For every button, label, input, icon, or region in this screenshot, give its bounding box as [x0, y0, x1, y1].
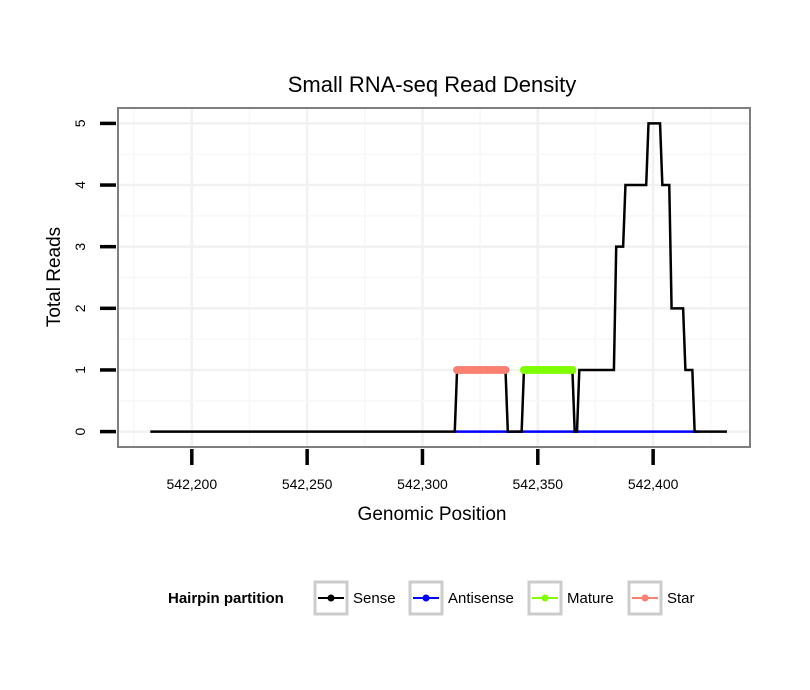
legend-label: Antisense	[448, 590, 514, 607]
chart-title: Small RNA-seq Read Density	[288, 72, 577, 97]
y-tick-label: 1	[72, 366, 88, 374]
y-tick-label: 4	[72, 181, 88, 189]
legend-item-mature: Mature	[527, 580, 614, 616]
series-star-point	[501, 365, 510, 374]
legend-entries: Sense Antisense Mature Star	[313, 580, 695, 616]
legend-label: Sense	[353, 590, 396, 607]
legend: Hairpin partition Sense Antisense Mature St…	[168, 580, 695, 616]
x-tick-label: 542,400	[628, 476, 679, 492]
x-axis: 542,200 542,250 542,300 542,350 542,400	[167, 449, 679, 492]
series-sense-line	[150, 122, 727, 433]
legend-label: Mature	[567, 590, 614, 607]
series-layer	[150, 122, 727, 433]
legend-key-point	[541, 594, 549, 602]
x-tick-label: 542,250	[282, 476, 333, 492]
legend-title: Hairpin partition	[168, 590, 284, 607]
legend-item-star: Star	[627, 580, 695, 616]
legend-key-point	[641, 594, 649, 602]
legend-label: Star	[667, 590, 695, 607]
x-tick-label: 542,200	[167, 476, 218, 492]
x-tick-label: 542,300	[397, 476, 448, 492]
y-tick-label: 3	[72, 243, 88, 251]
y-tick-label: 2	[72, 304, 88, 312]
x-tick-label: 542,350	[512, 476, 563, 492]
legend-key-point	[327, 594, 335, 602]
legend-key-point	[422, 594, 430, 602]
y-axis: 0 1 2 3 4 5	[72, 119, 116, 435]
legend-item-antisense: Antisense	[408, 580, 514, 616]
grid-lines	[118, 108, 750, 447]
x-axis-title: Genomic Position	[358, 504, 507, 525]
plot-panel-border	[117, 107, 751, 448]
y-tick-label: 0	[72, 427, 88, 435]
y-axis-title: Total Reads	[44, 227, 65, 327]
y-tick-label: 5	[72, 119, 88, 127]
legend-item-sense: Sense	[313, 580, 396, 616]
series-mature-point	[568, 365, 577, 374]
